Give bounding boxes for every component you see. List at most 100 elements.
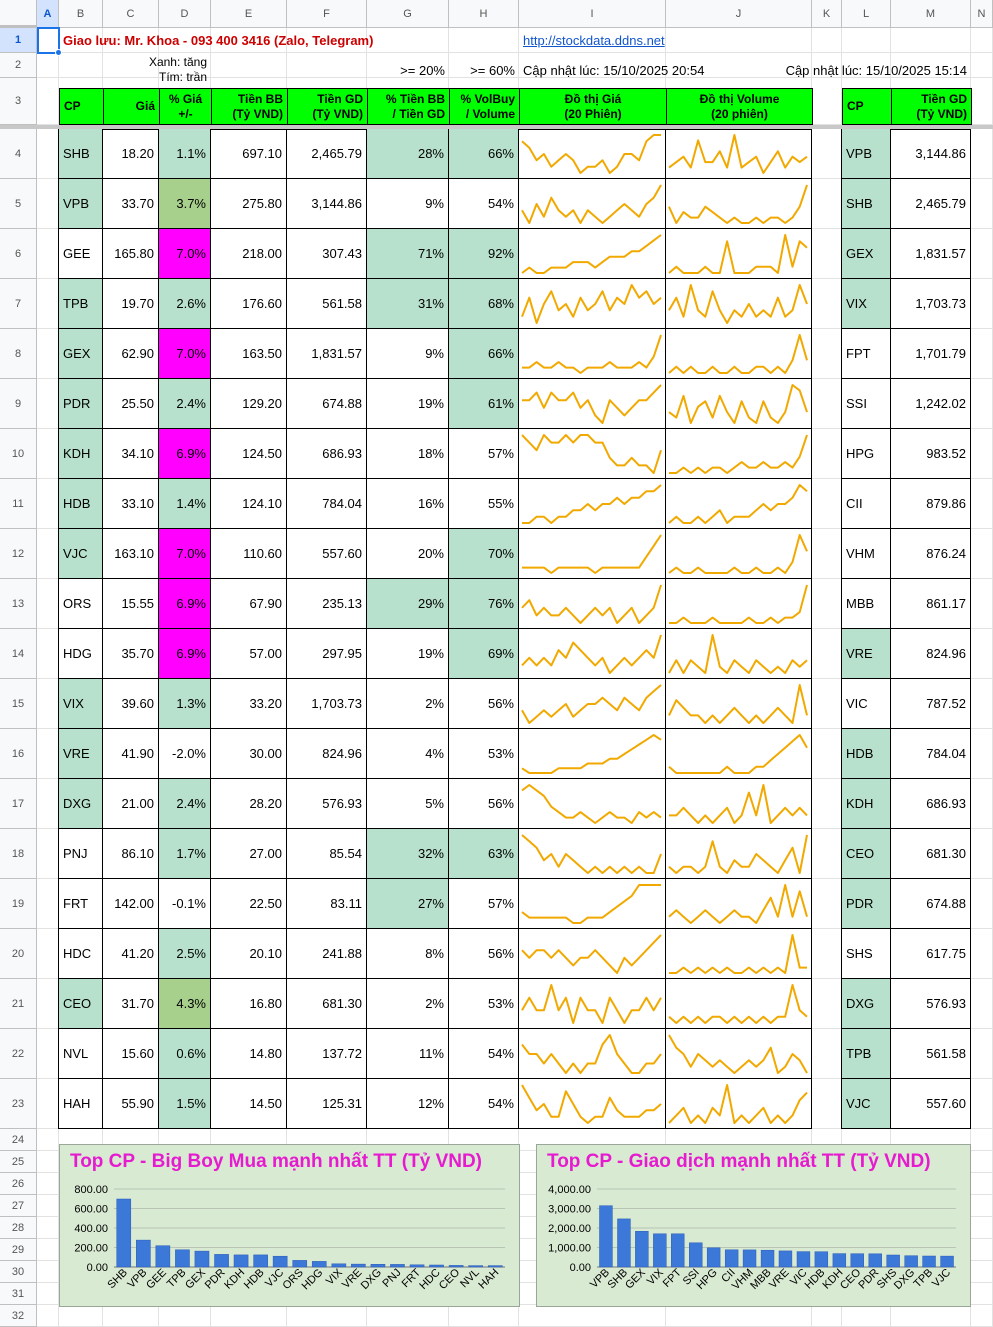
tien-bb-cell[interactable]: 30.00 <box>211 729 287 779</box>
gia-cell[interactable]: 18.20 <box>103 129 159 179</box>
price-sparkline-cell[interactable] <box>519 829 666 879</box>
tien-gd-cell[interactable]: 2,465.79 <box>287 129 367 179</box>
cp-cell[interactable]: NVL <box>59 1029 103 1079</box>
selected-cell-a1[interactable] <box>37 27 60 54</box>
bar-shb[interactable] <box>116 1198 132 1268</box>
tien-gd-cell[interactable]: 241.88 <box>287 929 367 979</box>
pct-bb-cell[interactable]: 19% <box>367 379 449 429</box>
row-header-29[interactable]: 29 <box>0 1239 37 1261</box>
pct-bb-cell[interactable]: 29% <box>367 579 449 629</box>
price-sparkline-cell[interactable] <box>519 129 666 179</box>
pct-bb-cell[interactable]: 2% <box>367 979 449 1029</box>
volume-sparkline-cell[interactable] <box>666 279 812 329</box>
pct-bb-cell[interactable]: 27% <box>367 879 449 929</box>
right-cp-cell[interactable]: VIC <box>842 679 891 729</box>
tien-bb-cell[interactable]: 124.50 <box>211 429 287 479</box>
bar-vix[interactable] <box>331 1263 347 1268</box>
gia-cell[interactable]: 86.10 <box>103 829 159 879</box>
tien-gd-cell[interactable]: 297.95 <box>287 629 367 679</box>
bar-ceo[interactable] <box>448 1265 464 1268</box>
volume-sparkline-cell[interactable] <box>666 229 812 279</box>
gia-cell[interactable]: 35.70 <box>103 629 159 679</box>
right-cp-cell[interactable]: VRE <box>842 629 891 679</box>
row-header-31[interactable]: 31 <box>0 1283 37 1305</box>
pct-bb-cell[interactable]: 4% <box>367 729 449 779</box>
pct-vol-cell[interactable]: 53% <box>449 979 519 1029</box>
row-header-27[interactable]: 27 <box>0 1195 37 1217</box>
pct-bb-cell[interactable]: 12% <box>367 1079 449 1129</box>
tien-bb-cell[interactable]: 176.60 <box>211 279 287 329</box>
tien-gd-cell[interactable]: 674.88 <box>287 379 367 429</box>
price-sparkline-cell[interactable] <box>519 879 666 929</box>
right-tien-gd-cell[interactable]: 561.58 <box>891 1029 971 1079</box>
pct-gia-cell[interactable]: 1.5% <box>159 1079 211 1129</box>
row-header-16[interactable]: 16 <box>0 729 37 779</box>
bar-mbb[interactable] <box>760 1249 775 1268</box>
pct-vol-cell[interactable]: 76% <box>449 579 519 629</box>
pct-vol-cell[interactable]: 56% <box>449 929 519 979</box>
tien-bb-cell[interactable]: 275.80 <box>211 179 287 229</box>
pct-vol-cell[interactable]: 54% <box>449 1079 519 1129</box>
gia-cell[interactable]: 15.55 <box>103 579 159 629</box>
bar-ssi[interactable] <box>689 1242 703 1268</box>
pct-gia-cell[interactable]: 6.9% <box>159 629 211 679</box>
price-sparkline-cell[interactable] <box>519 679 666 729</box>
bar-cii[interactable] <box>724 1249 739 1268</box>
cp-cell[interactable]: KDH <box>59 429 103 479</box>
row-header-14[interactable]: 14 <box>0 629 37 679</box>
right-tien-gd-cell[interactable]: 557.60 <box>891 1079 971 1129</box>
tien-gd-cell[interactable]: 1,831.57 <box>287 329 367 379</box>
price-sparkline-cell[interactable] <box>519 729 666 779</box>
tien-bb-cell[interactable]: 27.00 <box>211 829 287 879</box>
bar-hpg[interactable] <box>706 1247 721 1268</box>
right-cp-cell[interactable]: MBB <box>842 579 891 629</box>
right-cp-cell[interactable]: HDB <box>842 729 891 779</box>
tien-gd-cell[interactable]: 681.30 <box>287 979 367 1029</box>
gia-cell[interactable]: 41.90 <box>103 729 159 779</box>
pct-vol-cell[interactable]: 66% <box>449 329 519 379</box>
right-tien-gd-cell[interactable]: 879.86 <box>891 479 971 529</box>
pct-gia-cell[interactable]: 4.3% <box>159 979 211 1029</box>
row-header-25[interactable]: 25 <box>0 1151 37 1173</box>
pct-bb-cell[interactable]: 71% <box>367 229 449 279</box>
pct-vol-cell[interactable]: 57% <box>449 429 519 479</box>
volume-sparkline-cell[interactable] <box>666 1029 812 1079</box>
cp-cell[interactable]: TPB <box>59 279 103 329</box>
tien-gd-cell[interactable]: 235.13 <box>287 579 367 629</box>
row-header-28[interactable]: 28 <box>0 1217 37 1239</box>
right-cp-cell[interactable]: SHS <box>842 929 891 979</box>
bar-tpb[interactable] <box>922 1255 936 1268</box>
right-tien-gd-cell[interactable]: 686.93 <box>891 779 971 829</box>
tien-gd-cell[interactable]: 576.93 <box>287 779 367 829</box>
row-header-26[interactable]: 26 <box>0 1173 37 1195</box>
pct-bb-cell[interactable]: 20% <box>367 529 449 579</box>
right-cp-cell[interactable]: TPB <box>842 1029 891 1079</box>
tien-gd-cell[interactable]: 784.04 <box>287 479 367 529</box>
right-tien-gd-cell[interactable]: 784.04 <box>891 729 971 779</box>
column-header-h[interactable]: H <box>449 0 519 28</box>
gia-cell[interactable]: 142.00 <box>103 879 159 929</box>
cp-cell[interactable]: GEE <box>59 229 103 279</box>
bar-tpb[interactable] <box>175 1249 190 1268</box>
gia-cell[interactable]: 41.20 <box>103 929 159 979</box>
tien-gd-cell[interactable]: 125.31 <box>287 1079 367 1129</box>
column-header-g[interactable]: G <box>367 0 449 28</box>
bar-hdc[interactable] <box>429 1264 444 1268</box>
row-header-20[interactable]: 20 <box>0 929 37 979</box>
pct-vol-cell[interactable]: 54% <box>449 179 519 229</box>
pct-bb-cell[interactable]: 18% <box>367 429 449 479</box>
cp-cell[interactable]: PDR <box>59 379 103 429</box>
pct-vol-cell[interactable]: 70% <box>449 529 519 579</box>
right-cp-cell[interactable]: PDR <box>842 879 891 929</box>
row-header-15[interactable]: 15 <box>0 679 37 729</box>
pct-gia-cell[interactable]: 1.3% <box>159 679 211 729</box>
pct-gia-cell[interactable]: 2.4% <box>159 779 211 829</box>
tien-gd-cell[interactable]: 307.43 <box>287 229 367 279</box>
price-sparkline-cell[interactable] <box>519 229 666 279</box>
bar-vic[interactable] <box>796 1251 811 1268</box>
freeze-pane-divider[interactable] <box>0 125 993 129</box>
cp-cell[interactable]: CEO <box>59 979 103 1029</box>
bar-chart-1[interactable]: Top CP - Big Boy Mua mạnh nhất TT (Tỷ VN… <box>59 1144 520 1307</box>
pct-vol-cell[interactable]: 55% <box>449 479 519 529</box>
tien-bb-cell[interactable]: 57.00 <box>211 629 287 679</box>
